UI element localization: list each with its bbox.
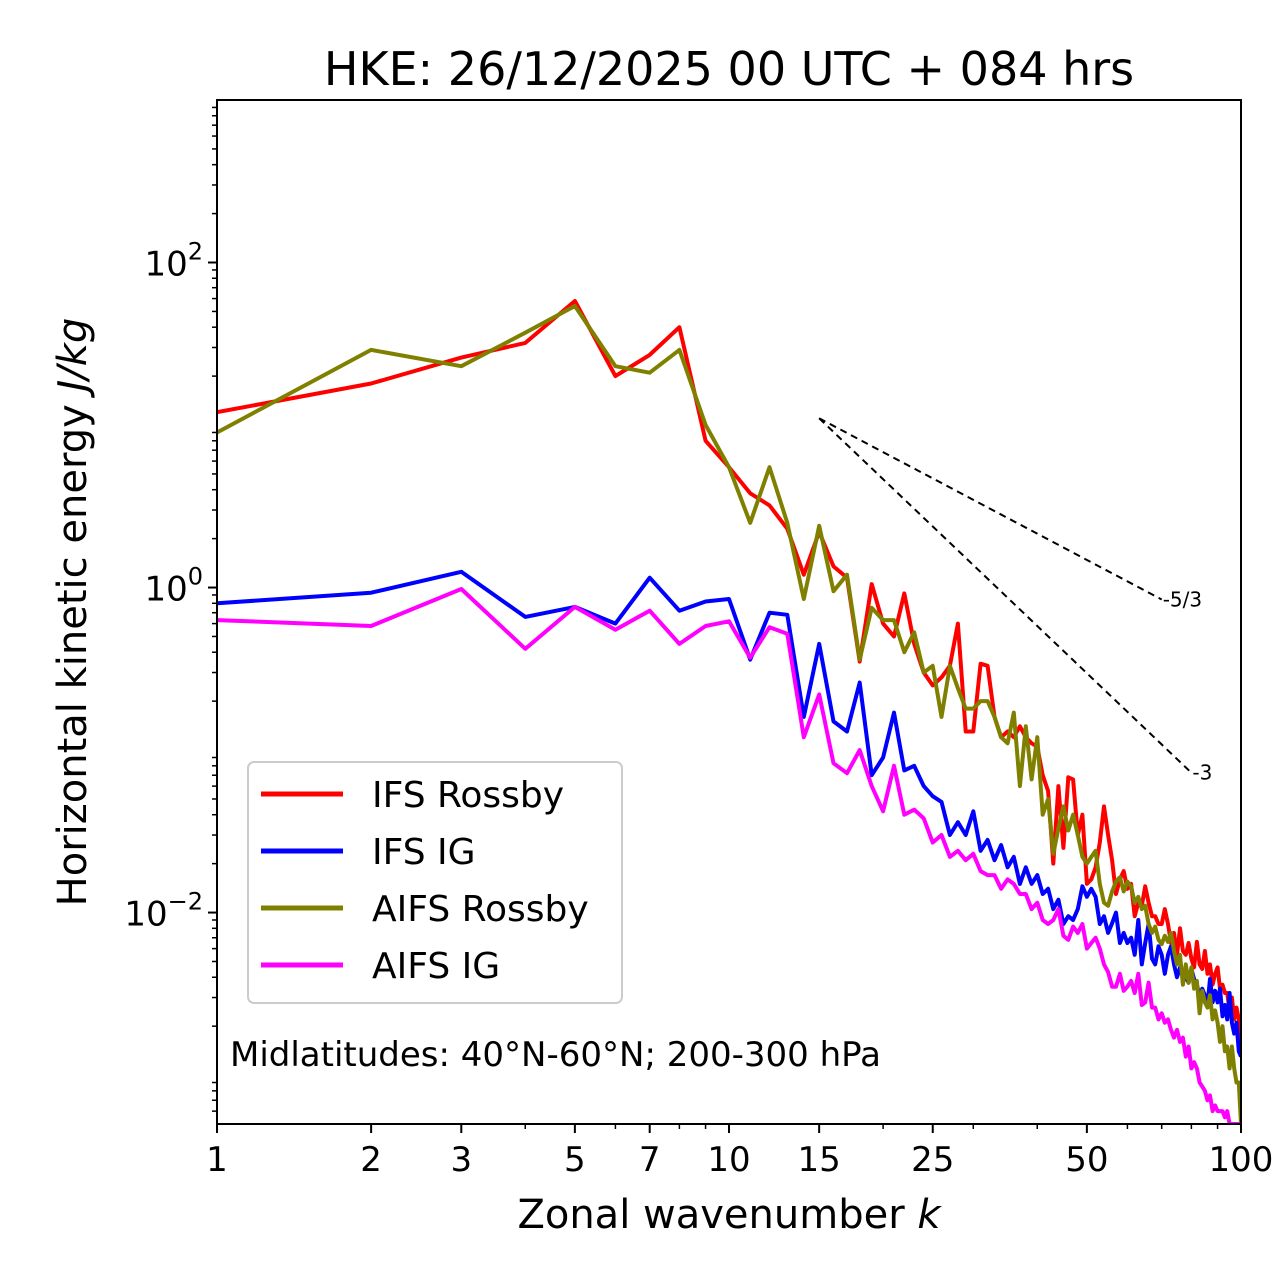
y-axis-label-units: J/kg: [50, 318, 96, 399]
legend-label-aifs-rossby: AIFS Rossby: [372, 889, 589, 930]
series-line-aifs-ig: [217, 587, 1241, 1124]
chart-title: HKE: 26/12/2025 00 UTC + 084 hrs: [324, 42, 1134, 96]
x-tick-label: 7: [639, 1140, 661, 1180]
legend-label-ifs-ig: IFS IG: [372, 832, 476, 873]
legend-box: [247, 761, 623, 1004]
legend-label-aifs-ig: AIFS IG: [372, 946, 500, 987]
x-tick-label: 1: [206, 1140, 228, 1180]
x-tick-label: 15: [798, 1140, 841, 1180]
x-tick-label: 50: [1065, 1140, 1108, 1180]
x-tick-label: 3: [450, 1140, 472, 1180]
x-tick-label: 2: [360, 1140, 382, 1180]
x-axis-label: Zonal wavenumber k: [517, 1192, 942, 1238]
y-tick-label: 102: [144, 238, 203, 285]
axes-frame: [216, 99, 1242, 1125]
x-tick-label: 25: [911, 1140, 954, 1180]
x-tick-label: 5: [564, 1140, 586, 1180]
series-line-aifs-rossby: [217, 304, 1241, 1124]
x-tick-label: 100: [1209, 1140, 1274, 1180]
plot-area: [217, 299, 1241, 1124]
slope-line-3: [818, 417, 1193, 774]
x-axis-label-var: k: [917, 1192, 942, 1238]
slope-label-53: -5/3: [1163, 588, 1202, 612]
region-annotation: Midlatitudes: 40°N-60°N; 200-300 hPa: [230, 1035, 881, 1075]
x-axis-label-text: Zonal wavenumber: [517, 1192, 905, 1238]
axis-ticks: 1 2 3 5 7 10 15 25 50 100 10−2 100 102: [124, 106, 1274, 1180]
y-axis-label: Horizontal kinetic energy J/kg: [50, 318, 96, 907]
slope-label-3: -3: [1192, 761, 1212, 785]
slope-line-53: [818, 417, 1163, 601]
y-tick-label: 10−2: [124, 888, 203, 935]
legend: IFS Rossby IFS IG AIFS Rossby AIFS IG: [247, 761, 623, 1004]
x-tick-label: 10: [707, 1140, 750, 1180]
legend-label-ifs-rossby: IFS Rossby: [372, 775, 564, 816]
y-tick-label: 100: [144, 563, 203, 610]
y-axis-label-text: Horizontal kinetic energy: [50, 404, 96, 906]
